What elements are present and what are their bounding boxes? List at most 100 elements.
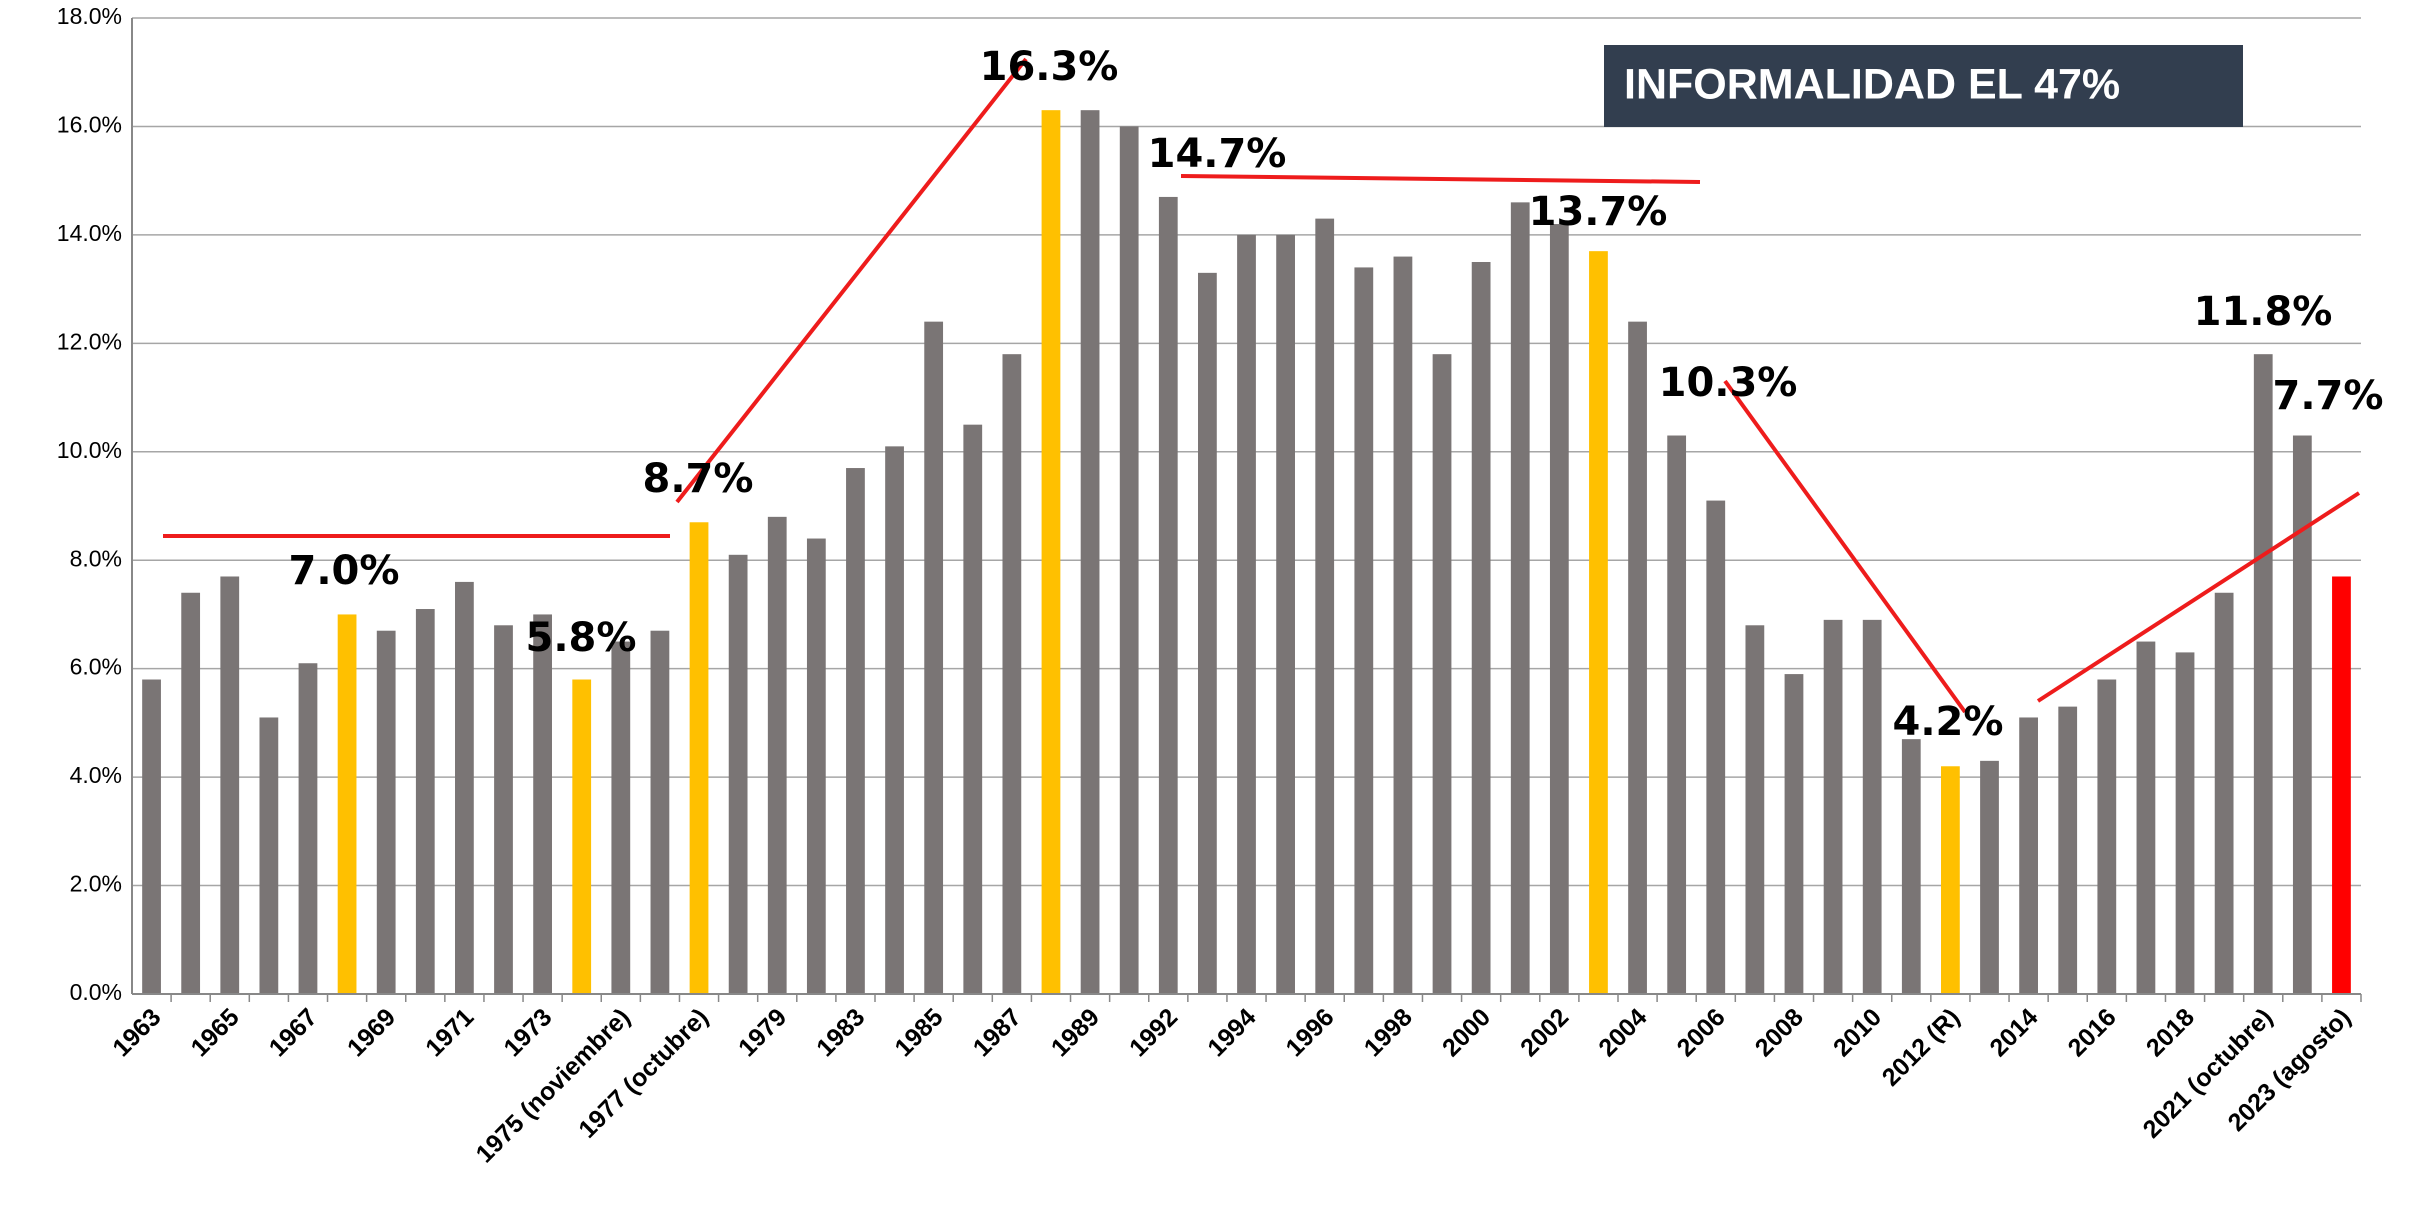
x-tick-label: 1967 (264, 1003, 323, 1062)
bar (1080, 110, 1100, 994)
x-tick-label: 2014 (1984, 1003, 2043, 1062)
bar (1393, 256, 1413, 995)
value-label: 8.7% (643, 456, 754, 502)
x-tick-label: 1989 (1046, 1003, 1105, 1062)
bar (494, 625, 513, 994)
trend-lines (163, 57, 2361, 714)
annotation-box (1604, 45, 2243, 127)
x-tick-label: 2016 (2063, 1003, 2122, 1062)
bar (1980, 760, 1999, 994)
y-tick-label: 14.0% (57, 220, 122, 246)
bar (2253, 354, 2273, 995)
bar (2058, 706, 2078, 994)
y-tick-label: 12.0% (57, 328, 122, 354)
bar (2019, 717, 2038, 994)
bar (1002, 354, 1022, 995)
bar (806, 538, 826, 994)
bar (1237, 234, 1256, 994)
x-tick-label: 1965 (186, 1003, 245, 1062)
bar (611, 641, 631, 994)
x-tick-label: 1971 (420, 1003, 479, 1062)
bar (1784, 674, 1804, 994)
bar (1862, 619, 1882, 994)
bar (337, 614, 357, 994)
x-tick-label: 1998 (1359, 1003, 1418, 1062)
value-label: 13.7% (1529, 189, 1668, 235)
x-tick-label: 1973 (498, 1003, 557, 1062)
x-tick-label: 1994 (1202, 1003, 1261, 1062)
value-label: 11.8% (2194, 289, 2333, 335)
x-tick-label: 1996 (1280, 1003, 1339, 1062)
bar (846, 468, 865, 994)
x-tick-label: 2000 (1437, 1003, 1496, 1062)
y-tick-label: 8.0% (70, 545, 122, 571)
bar (376, 630, 396, 994)
bar (728, 554, 748, 994)
bar (259, 717, 279, 994)
x-tick-label: 2012 (R) (1877, 1003, 1966, 1092)
bar (1158, 196, 1178, 994)
x-tick-label: 1987 (968, 1003, 1027, 1062)
x-tick-label: 2006 (1672, 1003, 1731, 1062)
bar (572, 679, 592, 994)
bar (1276, 234, 1295, 994)
bar (220, 576, 240, 994)
bar (2136, 641, 2156, 994)
x-tick-label: 1969 (342, 1003, 401, 1062)
bar (1589, 251, 1608, 995)
y-tick-label: 6.0% (70, 654, 122, 680)
bar (2097, 679, 2117, 994)
x-tick-label: 2002 (1515, 1003, 1574, 1062)
bar (2332, 576, 2351, 994)
x-tick-label: 1992 (1124, 1003, 1183, 1062)
trend-line (1723, 379, 1967, 714)
bar (2292, 435, 2312, 994)
bar (1432, 354, 1452, 995)
x-tick-label: 1979 (733, 1003, 792, 1062)
bar (1745, 625, 1765, 994)
bar (1510, 202, 1530, 994)
value-label: 10.3% (1659, 360, 1798, 406)
trend-line (1180, 174, 1701, 184)
bar (2214, 592, 2234, 994)
x-tick-label: 1963 (107, 1003, 166, 1062)
y-tick-label: 4.0% (70, 762, 122, 788)
y-tick-label: 2.0% (70, 871, 122, 897)
bar (2175, 652, 2195, 994)
bar (1198, 272, 1217, 994)
trend-line (2036, 491, 2361, 703)
bar (1354, 267, 1374, 994)
trend-line (675, 57, 1028, 504)
x-tick-label: 2008 (1750, 1003, 1809, 1062)
bar (963, 424, 983, 995)
y-tick-label: 0.0% (70, 979, 122, 1005)
bar (924, 321, 944, 995)
bar (1549, 224, 1569, 995)
bar (181, 592, 201, 994)
value-label: 7.7% (2273, 373, 2384, 419)
bar (1667, 435, 1687, 994)
value-label: 7.0% (289, 548, 400, 594)
bar (650, 630, 670, 994)
bar (1706, 500, 1726, 994)
y-tick-label: 16.0% (57, 112, 122, 138)
x-tick-label: 1983 (811, 1003, 870, 1062)
x-tick-label: 1985 (889, 1003, 948, 1062)
bar (415, 609, 435, 994)
annotation: INFORMALIDAD EL 47% (1624, 60, 2120, 108)
bar (1119, 126, 1139, 994)
bar (533, 614, 552, 994)
x-tick-label: 2018 (2141, 1003, 2200, 1062)
labels: 7.0% 5.8% 8.7% 16.3% 14.7% 13.7% 10.3% 4.2% 11.8… (289, 44, 2384, 745)
bar (1471, 262, 1491, 994)
bars (142, 110, 2351, 995)
bar (767, 516, 787, 994)
bar (885, 446, 904, 994)
value-label: 14.7% (1148, 131, 1287, 177)
y-tick-label: 10.0% (57, 437, 122, 463)
bar (689, 522, 709, 994)
bar (1941, 766, 1960, 994)
value-label: 5.8% (526, 615, 637, 661)
bar (455, 581, 474, 994)
